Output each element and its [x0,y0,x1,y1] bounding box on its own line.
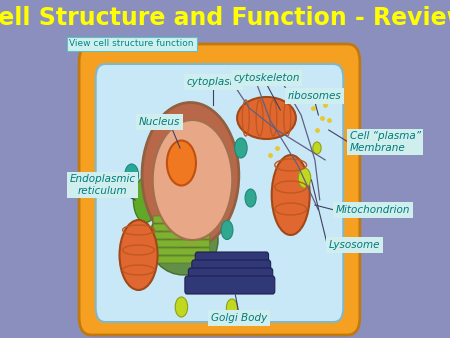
FancyBboxPatch shape [189,268,273,286]
Text: Cell Structure and Function - Review: Cell Structure and Function - Review [0,6,450,30]
FancyBboxPatch shape [185,276,275,294]
FancyBboxPatch shape [153,240,210,247]
FancyBboxPatch shape [96,64,343,322]
Ellipse shape [120,220,158,290]
Ellipse shape [226,299,238,317]
Ellipse shape [298,168,311,188]
Ellipse shape [125,164,139,186]
FancyBboxPatch shape [153,232,210,239]
Text: ribosomes: ribosomes [288,91,342,101]
Text: cytoplasm: cytoplasm [186,77,240,87]
Ellipse shape [272,155,310,235]
Text: Lysosome: Lysosome [329,240,380,250]
Text: Nucleus: Nucleus [139,117,180,127]
Ellipse shape [133,177,158,222]
Text: cytoskeleton: cytoskeleton [233,73,300,83]
Ellipse shape [142,102,239,247]
Ellipse shape [149,205,218,275]
Ellipse shape [237,97,296,139]
Text: Cell “plasma”
Membrane: Cell “plasma” Membrane [350,131,421,153]
Text: View cell structure function: View cell structure function [69,40,194,48]
FancyBboxPatch shape [153,216,210,223]
Text: Mitochondrion: Mitochondrion [336,205,410,215]
Ellipse shape [235,138,247,158]
FancyBboxPatch shape [153,248,210,255]
FancyBboxPatch shape [192,260,270,278]
Ellipse shape [221,220,233,240]
Ellipse shape [175,297,188,317]
Text: Golgi Body: Golgi Body [211,313,267,323]
FancyBboxPatch shape [153,256,210,263]
Ellipse shape [167,141,196,186]
Ellipse shape [313,142,321,154]
Text: Endoplasmic
reticulum: Endoplasmic reticulum [69,174,135,196]
FancyBboxPatch shape [79,44,360,335]
Ellipse shape [153,120,232,240]
Ellipse shape [245,189,256,207]
FancyBboxPatch shape [153,224,210,231]
FancyBboxPatch shape [195,252,269,270]
